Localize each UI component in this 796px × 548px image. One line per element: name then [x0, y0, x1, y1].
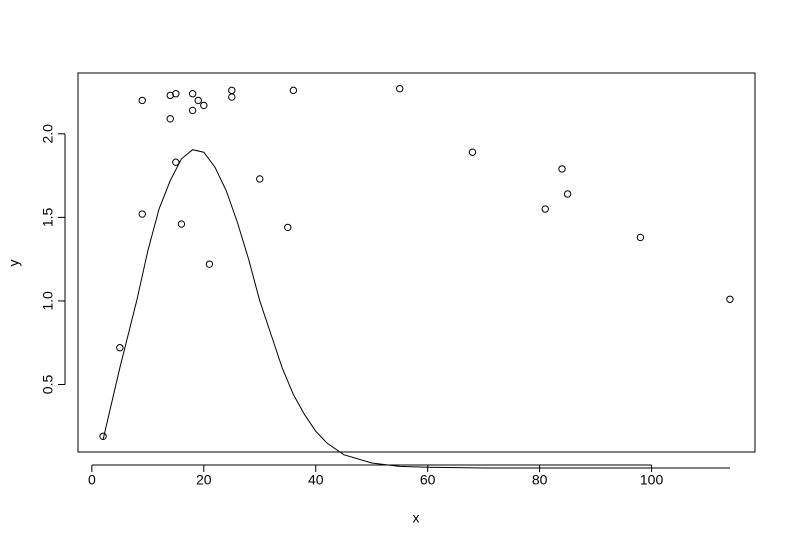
point — [177, 220, 186, 228]
point — [205, 260, 214, 268]
point — [188, 106, 197, 115]
point — [172, 90, 180, 98]
point — [194, 96, 202, 105]
point — [726, 295, 734, 303]
point — [138, 210, 146, 218]
y-tick-label: 1.5 — [40, 207, 56, 227]
x-axis-label: x — [413, 510, 420, 526]
point — [289, 86, 298, 95]
y-tick-label: 1.0 — [40, 291, 56, 311]
point — [188, 90, 197, 98]
x-tick-label: 20 — [196, 472, 212, 488]
point — [138, 96, 146, 105]
point — [468, 148, 477, 156]
point — [200, 101, 208, 110]
curve — [102, 149, 730, 469]
point — [166, 115, 174, 123]
point — [284, 223, 292, 232]
point — [172, 158, 180, 166]
y-tick-label: 0.5 — [40, 375, 56, 395]
x-tick-label: 40 — [308, 472, 324, 488]
y-tick-label: 2.0 — [40, 124, 56, 144]
point — [256, 175, 264, 183]
point — [563, 190, 572, 198]
x-tick-label: 100 — [640, 472, 664, 488]
x-tick-label: 60 — [420, 472, 436, 488]
x-tick-label: 0 — [88, 472, 96, 488]
x-tick-label: 80 — [532, 472, 548, 488]
point — [116, 344, 124, 352]
plot-box — [77, 72, 756, 453]
point — [558, 165, 566, 173]
point — [228, 86, 236, 95]
point — [228, 93, 236, 101]
y-axis-label: y — [6, 260, 22, 267]
point — [541, 205, 549, 213]
point — [396, 85, 404, 93]
point — [636, 233, 645, 242]
